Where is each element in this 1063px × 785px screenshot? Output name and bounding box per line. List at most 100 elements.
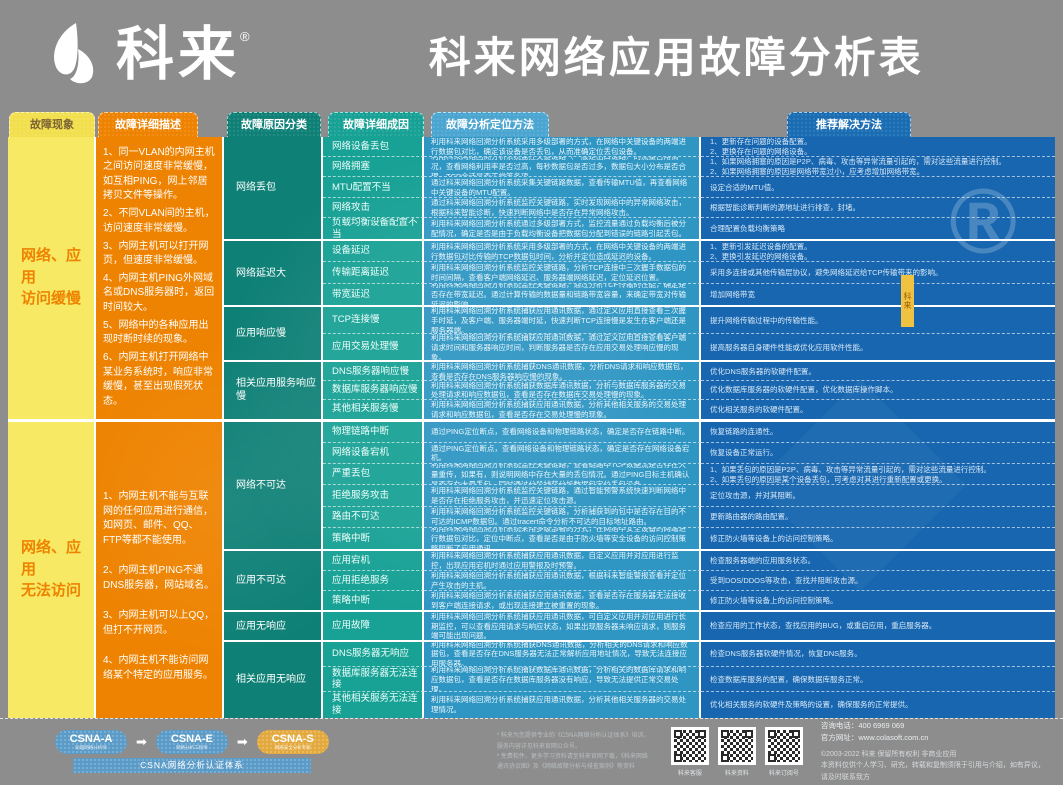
contact-block: 咨询电话：400 6969 069 官方网址：www.colasoft.com.… [821,720,1049,783]
badge-subtitle: 网络分析工程师 [176,744,208,750]
description-item: 2、不同VLAN间的主机，访问速度非常缓慢。 [103,208,215,234]
cause-groups: 网络丢包 网络设备丢包 利用科来网络回溯分析系统采用多级部署的方式，在网络中关键设备… [224,136,1055,419]
method-cell: 利用科来网络回溯分析系统捕获应用通讯数据，根据科来智能警报查看并定位产生攻击的主… [424,570,701,591]
method-cell: 利用科来网络回溯分析系统监控关键链路，查看链路中TCP数据流是否存在大量重传，如… [424,464,701,486]
cause-cell: DNS服务器响应慢 [323,362,424,382]
group-rows: 物理链路中断 通过PING定位断点，查看网络设备和物理链路状态，确定是否存在链路中… [323,421,1055,550]
qr-caption: 科来资料 [724,770,749,777]
method-cell: 利用科来网络回溯分析系统采用多级部署的方式，在网络中安全设备的两端进行数据包对比… [424,527,701,550]
csna-certification: CSNA-A 助理网络分析师 ➡ CSNA-E 网络分析工程师 ➡ CSNA-S 网络安全分析… [55,730,329,774]
description-item: 2、内网主机PING不通DNS服务器，网站域名。 [103,565,215,591]
category-cell: 应用不可达 [224,551,323,611]
group-rows: 设备延迟 利用科来网络回溯分析系统采用多级部署的方式，在网络中关键设备的两端进行数… [323,240,1055,306]
fault-table: 故障现象 故障详细描述 故障原因分类 故障详细成因 故障分析定位方法 推荐解决方… [8,110,1055,718]
method-cell: 通过PING定位断点，查看网络设备和物理链路状态，确定是否存在网络设备宕机。 [424,442,701,465]
cause-cell: 其他相关服务无法连接 [323,692,424,718]
qr-caption: 科来订阅号 [768,770,799,777]
method-cell: 利用科来网络回溯分析系统捕获数据库通讯数据，分析相关的数据库请求和响应数据包，查… [424,667,701,693]
description-cell: 1、内网主机不能与互联网的任何应用进行通信，如网页、邮件、QQ、FTP等都不能使… [96,421,224,718]
category-cell: 应用无响应 [224,612,323,640]
footer: CSNA-A 助理网络分析师 ➡ CSNA-E 网络分析工程师 ➡ CSNA-S 网络安全分析… [0,717,1063,785]
cause-cell: 带宽延迟 [323,283,424,306]
category-cell: 应用响应慢 [224,307,323,361]
solution-cell: 优化数据库服务器的软硬件配置，优化数据库操作脚本。 [701,381,1055,400]
solution-cell: 采用多连接或其他传输层协议，避免网络延迟给TCP传输带来的影响。 [701,262,1055,284]
column-headers: 故障现象 故障详细描述 故障原因分类 故障详细成因 故障分析定位方法 推荐解决方… [8,110,1055,137]
qr-image [764,726,803,765]
method-cell: 利用科来网络回溯分析系统捕获应用通讯数据，可自定义应用并对应用进行长期监控，可以… [424,612,701,640]
table-body: 网络、应用 访问缓慢 1、同一VLAN的内网主机之间访问速度非常缓慢，如互相PIN… [8,136,1055,718]
method-cell: 利用科来网络回溯分析系统捕获应用通讯数据，自定义应用并对应用进行监控，出现应用宕… [424,551,701,571]
table-row: 其他相关服务无法连接 利用科来网络回溯分析系统捕获应用通讯数据，分析其他相关服务器… [323,692,1055,718]
solution-cell: 优化相关服务的软硬件及策略的设置，确保服务的正常提供。 [701,692,1055,718]
solution-cell: 增加网络带宽 [701,283,1055,306]
section-row: 网络、应用 访问缓慢 1、同一VLAN的内网主机之间访问速度非常缓慢，如互相PIN… [8,136,1055,422]
description-item: 5、网络中的各种应用出现时断时续的现象。 [103,319,209,346]
table-row: 网络拥塞利用科来网络回溯分析系统监控关键链路（一般是出口链路）的流量占用情况，查… [323,157,1055,178]
method-cell: 利用科来网络回溯分析系统监控关键链路，通过智能预警系统快速判断网络中是否存在拒绝… [424,485,701,507]
method-cell: 通过科来网络回溯分析系统监控关键链路，实时发现网络中的异常网络攻击，根据科来智能… [424,197,701,219]
cause-cell: 路由不可达 [323,506,424,528]
table-row: 网络设备丢包 利用科来网络回溯分析系统采用多级部署的方式，在网络中关键设备的两端进… [323,136,1055,157]
badge-label: CSNA-E [170,732,213,745]
table-row: 应用故障 利用科来网络回溯分析系统捕获应用通讯数据，可自定义应用并对应用进行长期监… [323,612,1055,640]
qr-codes: 科来客服 科来资料 科来订阅号 [670,726,803,777]
qr-image [670,726,709,765]
method-cell: 利用科来网络回溯分析系统采用多级部署的方式，在网络中关键设备的两端进行数据包对比… [424,136,701,157]
method-cell: 利用科来网络回溯分析系统监控关键链路，通过分析TCP传输的性能，确定是否存在带宽… [424,283,701,306]
table-row: 网络攻击 通过科来网络回溯分析系统监控关键链路，实时发现网络中的异常网络攻击，根据… [323,197,1055,219]
solution-cell: 优化DNS服务器的软硬件配置。 [701,362,1055,382]
table-row: 应用宕机 利用科来网络回溯分析系统捕获应用通讯数据，自定义应用并对应用进行监控，出… [323,551,1055,571]
cause-cell: MTU配置不当 [323,177,424,198]
table-row: DNS服务器无响应 利用科来网络回溯分析系统捕获DNS通讯数据，分析相关的DNS请… [323,641,1055,667]
cause-group: 相关应用无响应 DNS服务器无响应 利用科来网络回溯分析系统捕获DNS通讯数据，分析… [224,641,1055,718]
cause-cell: 应用宕机 [323,551,424,571]
csna-badge: CSNA-S 网络安全分析专家 [256,730,329,755]
cause-groups: 网络不可达 物理链路中断 通过PING定位断点，查看网络设备和物理链路状态，确定是否… [224,421,1055,718]
method-cell: 利用科来网络回溯分析系统捕获DNS通讯数据，分析相关的DNS请求和响应数据包，查… [424,641,701,667]
cause-cell: DNS服务器无响应 [323,641,424,667]
method-cell: 利用科来网络回溯分析系统捕获数据库通讯数据，分析与数据库服务器的交易处理请求和响… [424,381,701,400]
badge-subtitle: 助理网络分析师 [75,744,107,750]
phenomenon-cell: 网络、应用 无法访问 [8,421,96,718]
group-rows: 应用宕机 利用科来网络回溯分析系统捕获应用通讯数据，自定义应用并对应用进行监控，出… [323,551,1055,611]
method-cell: 利用科来网络回溯分析系统捕获应用通讯数据，通过定义应用直接查看客户端请求时间和服… [424,333,701,361]
column-header-solution: 推荐解决方法 [787,111,911,137]
cause-cell: 策略中断 [323,590,424,611]
footnote-line: * 免费软件、更多学习资料请至科来官网下载，《科来网络通讯协议图》及《网络故障分… [496,753,648,770]
cause-cell: 网络攻击 [323,197,424,219]
table-row: DNS服务器响应慢 利用科来网络回溯分析系统捕获DNS通讯数据，分析DNS请求和响… [323,362,1055,382]
solution-cell: 1、更新引发延迟设备的配置。 2、更换引发延迟的网络设备。 [701,240,1055,263]
cause-group: 应用不可达 应用宕机 利用科来网络回溯分析系统捕获应用通讯数据，自定义应用并对应用进… [224,551,1055,613]
solution-cell: 1、如果网络拥塞的原因是P2P、病毒、攻击等异常流量引起的，需对这些流量进行控制… [701,157,1055,178]
solution-cell: 提高服务器自身硬件性能或优化应用软件性能。 [701,333,1055,361]
table-row: 带宽延迟 利用科来网络回溯分析系统监控关键链路，通过分析TCP传输的性能，确定是否… [323,283,1055,306]
method-cell: 利用科来网络回溯分析系统捕获应用通讯数据，分析其他相关服务器的交易处理情况。 [424,692,701,718]
cause-cell: 物理链路中断 [323,421,424,443]
page-title: 科来网络应用故障分析表 [428,34,924,82]
column-header-phenomenon: 故障现象 [9,111,95,137]
group-rows: TCP连接慢 利用科来网络回溯分析系统捕获应用通讯数据，通过定义应用直接查看三次握… [323,307,1055,361]
cause-cell: 传输距离延迟 [323,262,424,284]
footnotes: * 科来为您提供专业的《CSNA网络分析认证体系》培训，服务内容详见科来官网公众… [497,731,653,772]
colasoft-logo-icon [54,22,94,84]
solution-cell: 1、如果丢包的原因是P2P、病毒、攻击等异常流量引起的，需对这些流量进行控制。 … [701,464,1055,486]
table-row: 网络设备宕机 通过PING定位断点，查看网络设备和物理链路状态，确定是否存在网络设… [323,442,1055,465]
table-row: 策略中断 利用科来网络回溯分析系统捕获应用通讯数据，查看是否存在服务器无法接收到客… [323,590,1055,611]
method-cell: 利用科来网络回溯分析系统捕获应用通讯数据，通过定义应用直接查看三次握手时延，及客… [424,307,701,334]
method-cell: 通过PING定位断点，查看网络设备和物理链路状态，确定是否存在链路中断。 [424,421,701,443]
table-row: 拒绝服务攻击 利用科来网络回溯分析系统监控关键链路，通过智能预警系统快速判断网络中… [323,485,1055,507]
table-row: 路由不可达 利用科来网络回溯分析系统监控关键链路，分析捕获到的包中是否存在目的不可… [323,506,1055,528]
badge-label: CSNA-A [69,732,113,745]
phenomenon-cell: 网络、应用 访问缓慢 [8,136,96,419]
solution-cell: 检查应用的工作状态，查找应用的BUG，或重启应用，重启服务器。 [701,612,1055,640]
solution-cell: 检查数据库服务的配置，确保数据库服务正常。 [701,667,1055,693]
cause-group: 网络丢包 网络设备丢包 利用科来网络回溯分析系统采用多级部署的方式，在网络中关键设备… [224,136,1055,241]
table-row: 物理链路中断 通过PING定位断点，查看网络设备和物理链路状态，确定是否存在链路中… [323,421,1055,443]
logo-text: 科来 [116,21,241,87]
cause-group: 应用无响应 应用故障 利用科来网络回溯分析系统捕获应用通讯数据，可自定义应用并对应用… [224,612,1055,642]
cause-cell: 应用拒绝服务 [323,570,424,591]
method-cell: 通过科来网络回溯分析系统采集关键链路数据，查看传输MTU值，再查看网络中关键设备… [424,177,701,198]
column-header-method: 故障分析定位方法 [431,111,549,137]
